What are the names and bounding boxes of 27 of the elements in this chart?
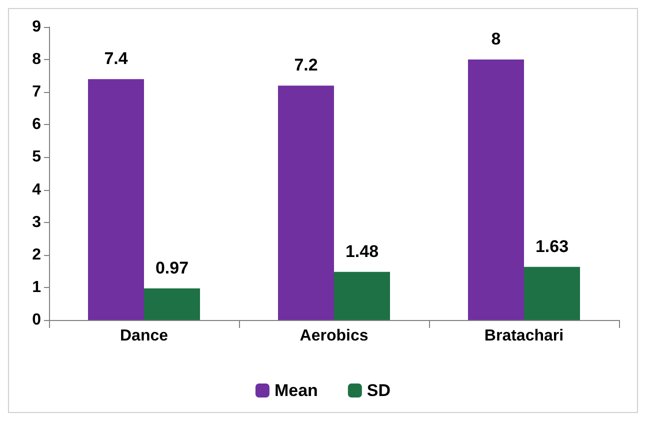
data-label: 0.97 <box>155 258 189 278</box>
data-label: 1.48 <box>345 242 379 261</box>
bar <box>524 266 580 320</box>
y-tick-label: 3 <box>32 214 42 231</box>
y-tick-label: 4 <box>32 181 42 198</box>
y-tick-label: 1 <box>32 278 42 296</box>
y-tick-label: 6 <box>32 116 42 134</box>
bar <box>144 288 200 320</box>
data-label: 7.2 <box>294 56 318 75</box>
legend-label: Mean <box>274 381 318 400</box>
data-label: 1.63 <box>535 236 569 256</box>
data-label: 8 <box>491 30 501 49</box>
y-tick-label: 9 <box>32 18 42 36</box>
bar <box>468 60 524 320</box>
y-tick-label: 0 <box>32 312 42 328</box>
y-tick-label: 5 <box>32 148 42 166</box>
y-tick-label: 8 <box>32 51 42 68</box>
x-tick-label: Dance <box>120 328 168 344</box>
bar <box>278 86 334 320</box>
data-label: 7.4 <box>104 49 128 68</box>
bar <box>88 79 144 320</box>
legend-label: SD <box>366 381 391 400</box>
y-tick-label: 7 <box>32 84 42 101</box>
x-tick-label: Aerobics <box>300 328 368 344</box>
x-tick-label: Bratachari <box>484 328 564 344</box>
bar <box>334 272 390 320</box>
y-tick-label: 2 <box>32 246 42 264</box>
